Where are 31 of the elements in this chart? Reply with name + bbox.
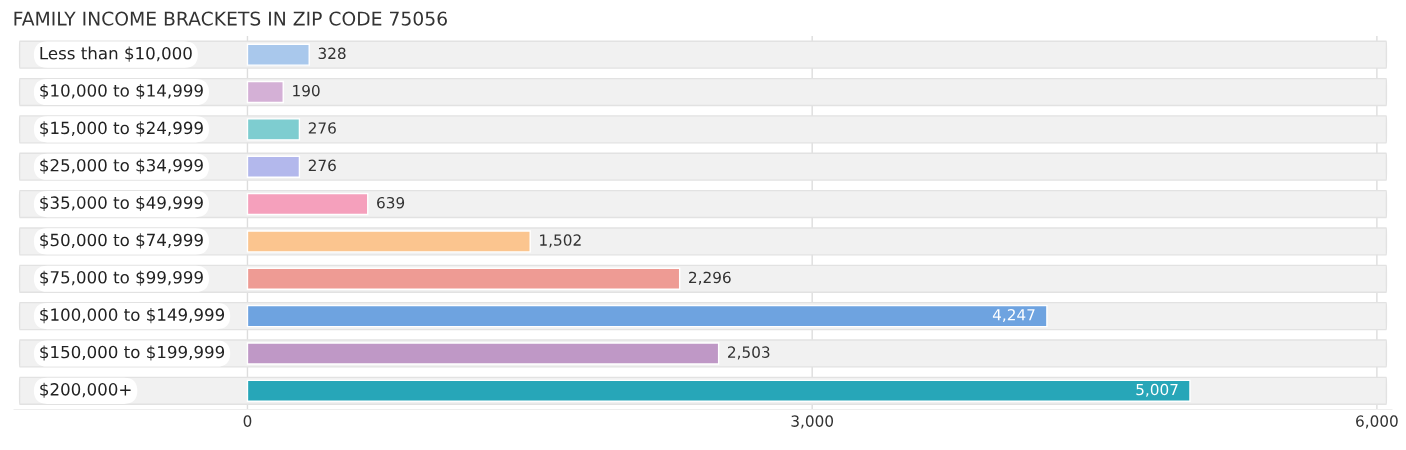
y-tick-label: $50,000 to $74,999 xyxy=(40,233,203,249)
x-tick-label: 6,000 xyxy=(1356,415,1398,429)
x-tick-label: 0 xyxy=(243,415,252,427)
data-label: 276 xyxy=(308,159,336,172)
data-label: 2,296 xyxy=(689,271,731,285)
y-tick-label: $100,000 to $149,999 xyxy=(40,308,225,324)
data-label: 276 xyxy=(308,122,336,134)
bar xyxy=(246,267,681,290)
bar xyxy=(246,192,369,216)
bar xyxy=(246,155,301,178)
data-label: 4,247 xyxy=(992,309,1035,323)
data-label: 2,503 xyxy=(728,346,770,360)
y-tick-label: $10,000 to $14,999 xyxy=(40,83,203,100)
bar xyxy=(246,43,310,66)
bar xyxy=(246,80,284,104)
data-label: 1,502 xyxy=(540,234,581,248)
y-tick-label: $75,000 to $99,999 xyxy=(40,270,203,286)
y-tick-label: Less than $10,000 xyxy=(40,46,192,62)
x-tick-label: 3,000 xyxy=(791,415,834,429)
bar xyxy=(246,118,301,141)
data-label: 190 xyxy=(293,84,320,97)
y-tick-label: $15,000 to $24,999 xyxy=(40,121,203,137)
y-tick-label: $35,000 to $49,999 xyxy=(40,196,203,212)
data-label: 639 xyxy=(377,196,405,209)
chart-title: FAMILY INCOME BRACKETS IN ZIP CODE 75056 xyxy=(14,11,447,26)
y-tick-label: $200,000+ xyxy=(40,382,131,398)
y-tick-label: $150,000 to $199,999 xyxy=(40,345,225,361)
bar xyxy=(246,230,531,253)
y-tick-label: $25,000 to $34,999 xyxy=(40,158,203,174)
data-label: 5,007 xyxy=(1136,383,1178,397)
data-label: 328 xyxy=(318,47,346,60)
